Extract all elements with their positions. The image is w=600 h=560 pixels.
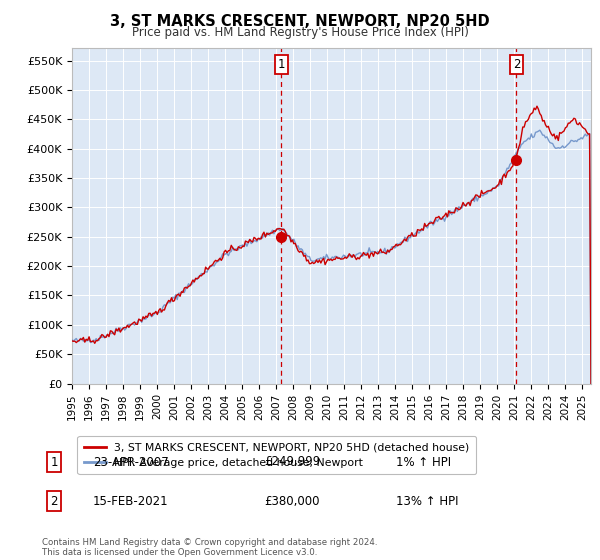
Text: 1% ↑ HPI: 1% ↑ HPI [396, 455, 451, 469]
Text: 3, ST MARKS CRESCENT, NEWPORT, NP20 5HD: 3, ST MARKS CRESCENT, NEWPORT, NP20 5HD [110, 14, 490, 29]
Text: 2: 2 [50, 494, 58, 508]
Text: Price paid vs. HM Land Registry's House Price Index (HPI): Price paid vs. HM Land Registry's House … [131, 26, 469, 39]
Text: 23-APR-2007: 23-APR-2007 [93, 455, 169, 469]
Legend: 3, ST MARKS CRESCENT, NEWPORT, NP20 5HD (detached house), HPI: Average price, de: 3, ST MARKS CRESCENT, NEWPORT, NP20 5HD … [77, 436, 476, 474]
Text: 1: 1 [278, 58, 285, 71]
Text: £249,999: £249,999 [264, 455, 320, 469]
Text: 15-FEB-2021: 15-FEB-2021 [93, 494, 169, 508]
Text: Contains HM Land Registry data © Crown copyright and database right 2024.
This d: Contains HM Land Registry data © Crown c… [42, 538, 377, 557]
Text: 2: 2 [513, 58, 520, 71]
Text: 13% ↑ HPI: 13% ↑ HPI [396, 494, 458, 508]
Text: £380,000: £380,000 [264, 494, 320, 508]
Text: 1: 1 [50, 455, 58, 469]
